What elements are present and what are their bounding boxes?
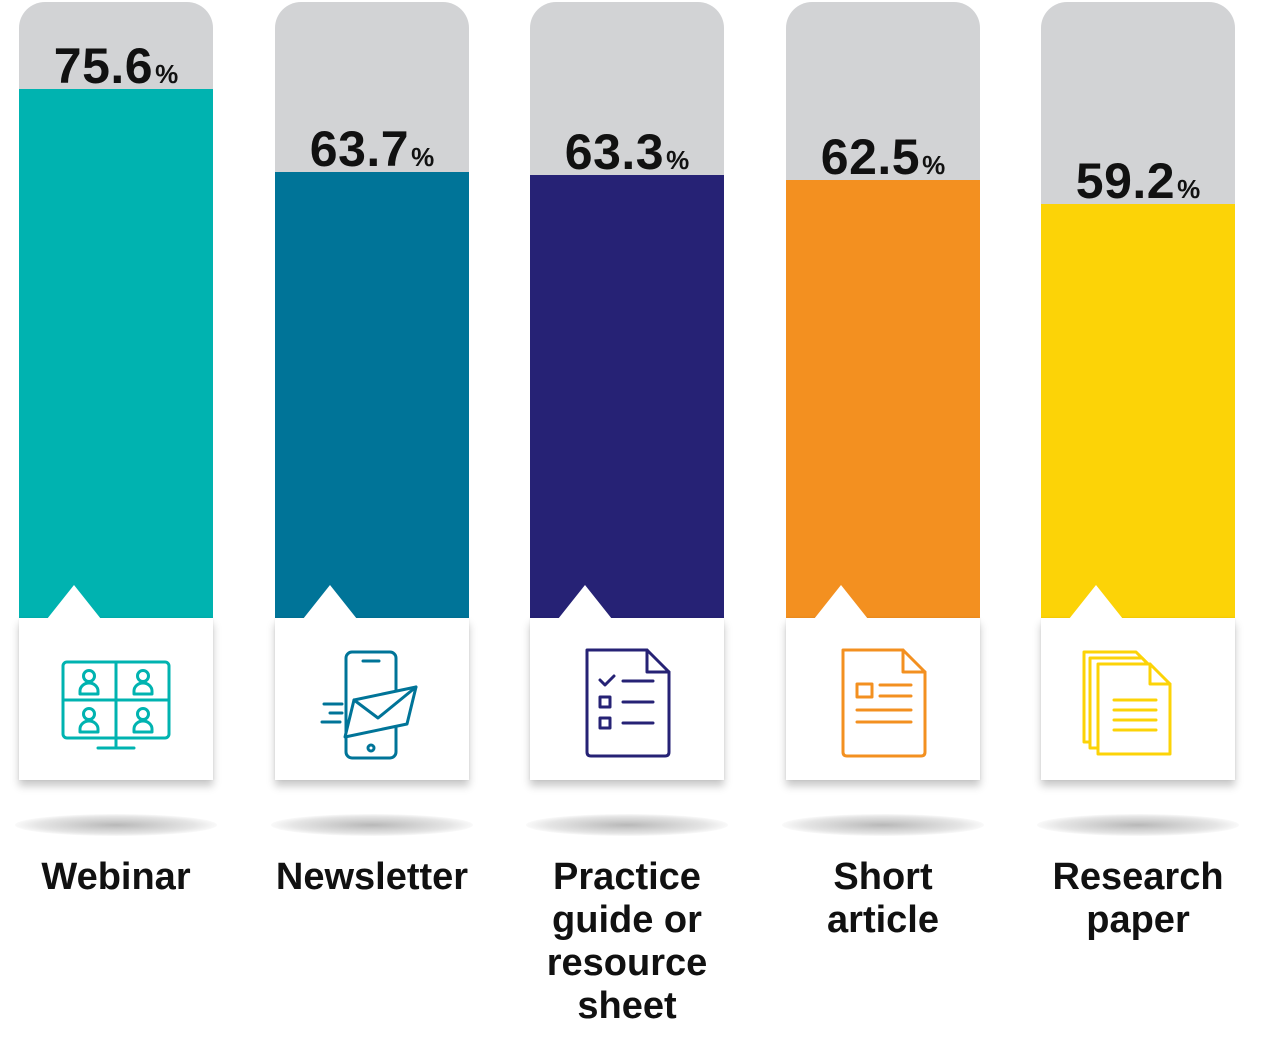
icon-card xyxy=(275,585,469,780)
data-label: 59.2% xyxy=(1041,156,1235,206)
data-label-percent: % xyxy=(666,145,690,175)
bar-track xyxy=(786,2,980,618)
data-label: 75.6% xyxy=(19,41,213,91)
card-pointer xyxy=(47,585,101,619)
data-label-value: 59.2 xyxy=(1075,153,1176,209)
data-label-value: 63.3 xyxy=(564,124,665,180)
bar xyxy=(1041,204,1235,618)
bar-column: 63.3% Practice guide or resource sheet xyxy=(526,0,728,1037)
bar xyxy=(530,175,724,618)
data-label-percent: % xyxy=(922,150,946,180)
card-shadow xyxy=(526,814,728,836)
icon-card xyxy=(786,585,980,780)
bar xyxy=(19,89,213,618)
mobile-newsletter-icon xyxy=(312,644,432,764)
article-document-icon xyxy=(823,644,943,764)
bar xyxy=(786,180,980,618)
bar-track xyxy=(1041,2,1235,618)
data-label-value: 62.5 xyxy=(820,129,921,185)
bar-track xyxy=(530,2,724,618)
card-pointer xyxy=(1069,585,1123,619)
data-label-value: 63.7 xyxy=(309,121,410,177)
category-label: Short article xyxy=(827,856,939,941)
stacked-papers-icon xyxy=(1078,644,1198,764)
bar xyxy=(275,172,469,618)
category-label: Webinar xyxy=(41,856,191,898)
category-label: Newsletter xyxy=(275,856,469,898)
icon-card xyxy=(19,585,213,780)
icon-card xyxy=(530,585,724,780)
category-label: Practice guide or resource sheet xyxy=(546,856,708,1027)
bar-column: 62.5% Short article xyxy=(782,0,984,1037)
data-label-percent: % xyxy=(411,142,435,172)
data-label-percent: % xyxy=(1177,174,1201,204)
data-label-value: 75.6 xyxy=(53,38,154,94)
category-label: Research paper xyxy=(1052,856,1224,941)
data-label: 63.7% xyxy=(275,124,469,174)
bar-column: 63.7% Newsletter xyxy=(271,0,473,1037)
card-shadow xyxy=(1037,814,1239,836)
bar-track xyxy=(19,2,213,618)
icon-card xyxy=(1041,585,1235,780)
data-label: 63.3% xyxy=(530,127,724,177)
card-pointer xyxy=(814,585,868,619)
bar-column: 59.2% Research paper xyxy=(1037,0,1239,1037)
bar-track xyxy=(275,2,469,618)
data-label-percent: % xyxy=(155,59,179,89)
video-conference-icon xyxy=(56,644,176,764)
bar-column: 75.6% Webinar xyxy=(15,0,217,1037)
card-pointer xyxy=(303,585,357,619)
card-shadow xyxy=(782,814,984,836)
card-shadow xyxy=(15,814,217,836)
checklist-document-icon xyxy=(567,644,687,764)
data-label: 62.5% xyxy=(786,132,980,182)
card-shadow xyxy=(271,814,473,836)
card-pointer xyxy=(558,585,612,619)
